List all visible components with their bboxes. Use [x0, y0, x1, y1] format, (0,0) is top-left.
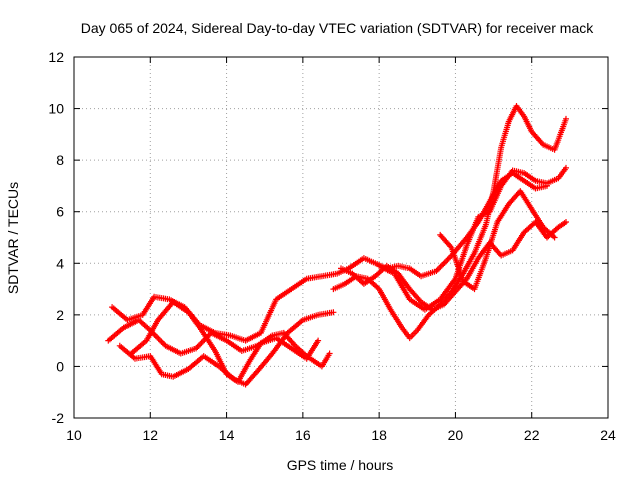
- y-tick-label: -2: [52, 410, 65, 426]
- x-tick-label: 24: [600, 427, 616, 443]
- y-tick-label: 12: [48, 49, 64, 65]
- x-tick-label: 20: [448, 427, 464, 443]
- x-tick-label: 18: [371, 427, 387, 443]
- series-track-8: [437, 188, 558, 293]
- series-markers: [376, 164, 569, 313]
- x-axis-label: GPS time / hours: [287, 457, 394, 473]
- series-track-7: [376, 164, 569, 313]
- y-tick-label: 10: [48, 101, 64, 117]
- series-markers: [338, 219, 569, 313]
- x-tick-label: 10: [66, 427, 82, 443]
- plot-frame: [73, 56, 609, 419]
- x-tick-label: 22: [524, 427, 540, 443]
- series-markers: [128, 299, 322, 385]
- series-track-4: [128, 299, 322, 385]
- data-points: [105, 103, 569, 388]
- y-tick-label: 4: [56, 255, 64, 271]
- y-tick-label: 8: [56, 152, 64, 168]
- x-tick-label: 12: [142, 427, 158, 443]
- x-tick-label: 16: [295, 427, 311, 443]
- y-tick-label: 6: [56, 204, 64, 220]
- chart-title: Day 065 of 2024, Sidereal Day-to-day VTE…: [81, 20, 594, 36]
- series-markers: [437, 188, 558, 293]
- y-tick-label: 0: [56, 358, 64, 374]
- y-axis-label: SDTVAR / TECUs: [5, 182, 21, 294]
- y-tick-label: 2: [56, 307, 64, 323]
- x-tick-label: 14: [219, 427, 235, 443]
- series-track-6: [338, 219, 569, 313]
